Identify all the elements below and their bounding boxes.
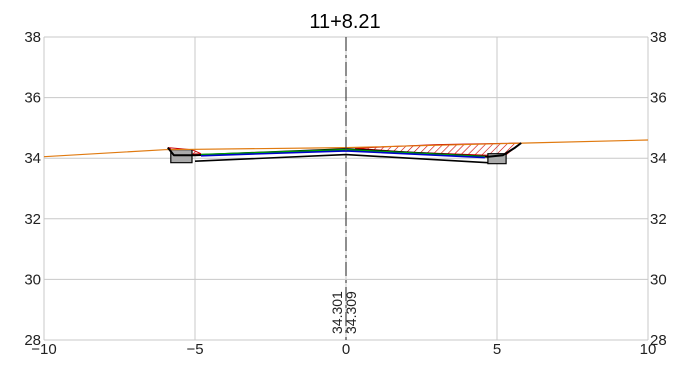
chart-title: 11+8.21 (309, 11, 380, 33)
y-tick-label-right: 28 (650, 332, 667, 349)
y-tick-label-left: 28 (24, 332, 41, 349)
x-tick-label: 0 (342, 341, 350, 358)
y-tick-label-right: 36 (650, 90, 667, 107)
x-tick-label: 5 (493, 341, 501, 358)
y-tick-label-left: 38 (24, 29, 41, 46)
y-tick-label-left: 36 (24, 90, 41, 107)
centerline-elevation-label: 34.301 (329, 291, 345, 334)
y-tick-label-left: 34 (24, 150, 41, 167)
y-tick-label-left: 32 (24, 211, 41, 228)
x-tick-label: −10 (31, 341, 56, 358)
y-tick-label-right: 32 (650, 211, 667, 228)
y-tick-label-left: 30 (24, 271, 41, 288)
centerline-elevation-label: 34.309 (343, 291, 359, 334)
series-subgrade (194, 153, 488, 164)
y-tick-label-right: 30 (650, 271, 667, 288)
y-tick-label-right: 34 (650, 150, 667, 167)
x-tick-label: 10 (640, 341, 657, 358)
x-tick-label: −5 (186, 341, 203, 358)
y-tick-label-right: 38 (650, 29, 667, 46)
